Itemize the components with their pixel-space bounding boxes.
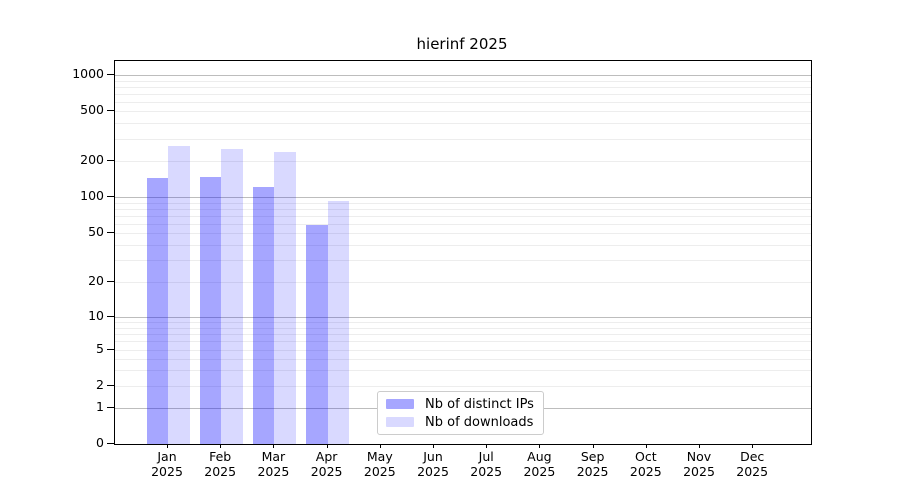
gridline-minor (115, 161, 811, 162)
gridline-major (115, 75, 811, 76)
y-tick-mark (107, 316, 114, 317)
gridline-minor (115, 138, 811, 140)
x-tick-mark (326, 444, 328, 448)
bar-distinct-ips (306, 225, 328, 444)
y-tick-label: 100 (80, 188, 104, 203)
legend-swatch-distinct-ips (386, 399, 414, 409)
x-tick-label: Nov 2025 (683, 449, 715, 479)
y-tick-mark (107, 74, 114, 75)
x-tick-label: Jan 2025 (151, 449, 183, 479)
gridline-major (115, 317, 811, 318)
gridline-minor (115, 370, 811, 372)
x-tick-mark (273, 444, 275, 448)
x-tick-mark (486, 444, 488, 448)
gridline-minor (115, 86, 811, 88)
chart-title: hierinf 2025 (416, 35, 508, 53)
y-tick-label: 500 (80, 102, 104, 117)
gridline-minor (115, 93, 811, 95)
gridline-minor (115, 111, 811, 112)
x-tick-label: Dec 2025 (736, 449, 769, 479)
bar-downloads (274, 152, 296, 444)
y-tick-label: 2 (96, 377, 104, 392)
x-tick-label: May 2025 (363, 449, 396, 479)
x-tick-mark (167, 444, 168, 448)
y-tick-label: 20 (88, 273, 104, 288)
y-tick-mark (107, 385, 114, 386)
gridline-minor (115, 215, 811, 217)
x-tick-label: Oct 2025 (629, 449, 662, 479)
y-tick-label: 10 (88, 308, 104, 323)
gridline-minor (115, 244, 811, 246)
x-tick-mark (539, 444, 541, 448)
y-tick-mark (107, 196, 114, 197)
y-tick-mark (107, 407, 114, 408)
legend-item-distinct-ips: Nb of distinct IPs (386, 397, 543, 412)
gridline-minor (115, 386, 811, 387)
legend-label-downloads: Nb of downloads (425, 414, 534, 430)
gridline-minor (115, 358, 811, 360)
y-tick-mark (107, 281, 114, 282)
x-tick-label: Sep 2025 (576, 449, 609, 479)
x-tick-label: Jun 2025 (417, 449, 449, 479)
x-tick-label: Feb 2025 (204, 449, 237, 479)
y-tick-mark (107, 232, 114, 233)
bar-distinct-ips (146, 177, 168, 444)
y-tick-label: 0 (96, 435, 104, 450)
plot-area (114, 60, 812, 445)
x-tick-mark (433, 444, 434, 448)
legend: Nb of distinct IPs Nb of downloads (377, 391, 544, 435)
gridline-minor (115, 202, 811, 204)
x-tick-label: Aug 2025 (523, 449, 556, 479)
gridline-minor (115, 350, 811, 351)
gridline-minor (115, 341, 811, 343)
y-tick-label: 5 (96, 341, 104, 356)
y-tick-label: 1000 (72, 66, 104, 81)
gridline-minor (115, 282, 811, 283)
gridline-minor (115, 327, 811, 329)
y-tick-mark (107, 160, 114, 161)
legend-label-distinct-ips: Nb of distinct IPs (425, 396, 534, 412)
bar-downloads (221, 148, 243, 444)
gridline-minor (115, 322, 811, 323)
gridline-major (115, 197, 811, 198)
y-tick-mark (107, 349, 114, 350)
y-tick-label: 50 (88, 224, 104, 239)
gridline-minor (115, 223, 811, 225)
x-tick-mark (379, 444, 381, 448)
y-tick-mark (107, 110, 114, 111)
x-tick-label: Apr 2025 (310, 449, 343, 479)
gridline-minor (115, 123, 811, 125)
x-tick-mark (592, 444, 594, 448)
legend-item-downloads: Nb of downloads (386, 415, 543, 430)
gridline-minor (115, 208, 811, 210)
bar-downloads (168, 145, 190, 444)
x-tick-label: Jul 2025 (470, 449, 503, 479)
gridline-minor (115, 233, 811, 234)
y-tick-label: 1 (96, 399, 104, 414)
bar-downloads (327, 200, 350, 444)
bar-distinct-ips (199, 176, 222, 444)
gridline-minor (115, 80, 811, 82)
x-tick-mark (752, 444, 754, 448)
x-tick-mark (699, 444, 700, 448)
y-tick-label: 200 (80, 152, 104, 167)
gridline-minor (115, 334, 811, 335)
x-tick-label: Mar 2025 (257, 449, 290, 479)
bar-distinct-ips (252, 186, 275, 444)
x-tick-mark (220, 444, 222, 448)
gridline-minor (115, 101, 811, 103)
legend-swatch-downloads (386, 417, 414, 427)
x-tick-mark (645, 444, 647, 448)
y-tick-mark (107, 443, 114, 444)
gridline-minor (115, 260, 811, 262)
